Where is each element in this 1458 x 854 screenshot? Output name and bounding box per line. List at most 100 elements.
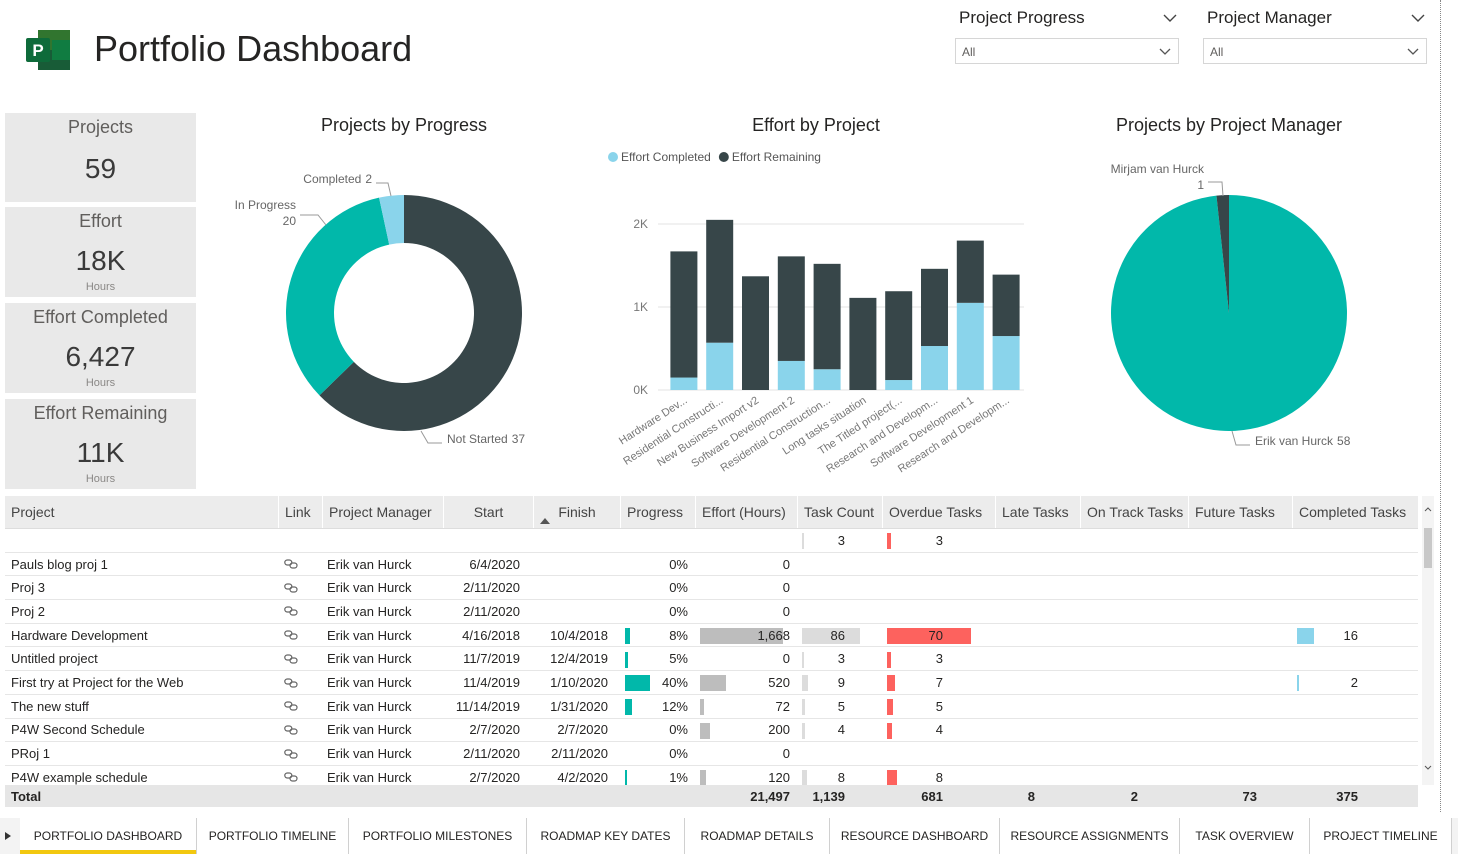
cell-text: 2/7/2020 <box>469 722 520 738</box>
link-icon[interactable] <box>284 677 298 688</box>
column-header[interactable]: Effort (Hours) <box>695 496 797 528</box>
cell-text: 16 <box>1343 627 1358 643</box>
leader-line <box>1208 181 1224 197</box>
table-cell: 8 <box>995 785 1080 807</box>
kpi-value: 11K <box>76 437 125 468</box>
table-cell <box>1292 648 1418 671</box>
column-header[interactable]: Project Manager <box>322 496 443 528</box>
filter-chevron[interactable] <box>1410 12 1426 24</box>
column-header[interactable]: Project <box>11 504 55 520</box>
cell-text: 3 <box>935 651 943 667</box>
table-cell: 4 <box>882 719 995 742</box>
pie-slice <box>379 195 404 245</box>
scrollbar <box>1422 496 1434 785</box>
scroll-arrows[interactable] <box>1422 504 1434 774</box>
page-tab[interactable]: ROADMAP DETAILS <box>685 818 830 854</box>
table-cell: 3 <box>797 529 882 552</box>
cell-text: 0 <box>782 746 790 762</box>
data-bar <box>887 533 891 549</box>
cell-text: 4/2/2020 <box>557 769 608 785</box>
data-bar <box>887 675 896 692</box>
table-cell: 5% <box>620 648 695 671</box>
cell-text: 9 <box>837 675 845 691</box>
table-cell <box>995 648 1080 671</box>
slice-value: 58 <box>1337 434 1351 448</box>
cell-text: 2/11/2020 <box>463 580 520 596</box>
table-cell: 2 <box>1080 785 1188 807</box>
data-bar <box>887 722 892 739</box>
page-tab[interactable]: PROJECT TIMELINE <box>1310 818 1452 854</box>
link-icon[interactable] <box>284 606 298 617</box>
kpi-unit: Hours <box>85 473 116 485</box>
cell-text: 10/4/2018 <box>550 627 608 643</box>
table-cell: 0 <box>695 553 797 576</box>
table-body: 3 3 Pauls blog proj 1 Erik van Hurck 6/4/202… <box>5 529 1418 785</box>
column-header[interactable]: Progress <box>620 496 695 528</box>
table-cell: 11/4/2019 <box>443 671 533 694</box>
cell-text: 2/7/2020 <box>557 722 608 738</box>
bar-segment <box>921 346 948 390</box>
table-cell: 0% <box>620 553 695 576</box>
tab-scroll[interactable] <box>4 831 12 841</box>
table-cell <box>533 600 620 623</box>
cell-text: 2/11/2020 <box>551 746 608 762</box>
column-header[interactable]: Overdue Tasks <box>882 496 995 528</box>
link-icon[interactable] <box>284 725 298 735</box>
table-cell: 4 <box>797 719 882 742</box>
link-icon[interactable] <box>284 654 298 664</box>
column-header[interactable]: Finish <box>533 496 620 528</box>
table-cell <box>1188 695 1292 718</box>
page-tab[interactable]: TASK OVERVIEW <box>1180 818 1310 854</box>
table-cell <box>797 576 882 599</box>
cell-text: 0% <box>669 722 688 738</box>
column-header[interactable]: On Track Tasks <box>1080 496 1188 528</box>
table-row: P4W example schedule Erik van Hurck 2/7/20… <box>5 766 1418 785</box>
scroll-thumb[interactable] <box>1424 528 1432 568</box>
column-header[interactable]: Start <box>443 496 533 528</box>
leader-line <box>420 430 442 444</box>
legend-label: Effort Completed <box>621 150 711 164</box>
column-header[interactable]: Late Tasks <box>995 496 1080 528</box>
cell-text: 0% <box>669 556 688 572</box>
column-header[interactable]: Future Tasks <box>1188 496 1292 528</box>
table-cell: 5 <box>797 695 882 718</box>
slice-value: 20 <box>283 214 297 228</box>
table-total: Total 21,497 1,139 681 8 2 73 375 <box>5 785 1418 807</box>
link-icon[interactable] <box>284 559 298 569</box>
column-header[interactable]: Completed Tasks <box>1292 496 1418 528</box>
table-cell: 40% <box>620 671 695 694</box>
table-cell: Erik van Hurck <box>322 719 443 742</box>
cell-text: Proj 3 <box>11 580 45 596</box>
page-tab[interactable]: ROADMAP KEY DATES <box>527 818 685 854</box>
page-tab[interactable]: PORTFOLIO MILESTONES <box>349 818 527 854</box>
page-tab[interactable]: RESOURCE DASHBOARD <box>830 818 1000 854</box>
table-cell <box>1292 719 1418 742</box>
page-tab[interactable]: PORTFOLIO TIMELINE <box>197 818 349 854</box>
page-tab[interactable]: RESOURCE ASSIGNMENTS <box>1000 818 1180 854</box>
link-icon[interactable] <box>284 749 298 759</box>
table-row: PRoj 1 Erik van Hurck 2/11/2020 2/11/2020 0%… <box>5 742 1418 766</box>
table-cell: First try at Project for the Web <box>5 671 278 694</box>
filter-dropdown[interactable]: All <box>1203 38 1427 64</box>
link-icon[interactable] <box>284 701 298 711</box>
table-cell: 4/2/2020 <box>533 766 620 785</box>
table-cell: Erik van Hurck <box>322 648 443 671</box>
data-bar <box>700 698 704 715</box>
table-cell: 12/4/2019 <box>533 648 620 671</box>
filter-dropdown[interactable]: All <box>955 38 1179 64</box>
link-icon[interactable] <box>284 772 298 782</box>
column-header[interactable]: Task Count <box>797 496 882 528</box>
slice-label: In Progress <box>235 198 296 212</box>
cell-text: Erik van Hurck <box>327 651 412 667</box>
page-tab[interactable]: PORTFOLIO DASHBOARD <box>20 818 197 854</box>
link-icon[interactable] <box>284 630 298 640</box>
filter-chevron[interactable] <box>1162 12 1178 24</box>
cell-text: Erik van Hurck <box>327 556 412 572</box>
table-cell: 10/4/2018 <box>533 624 620 647</box>
table-cell: 4/16/2018 <box>443 624 533 647</box>
link-icon[interactable] <box>284 583 298 593</box>
pie-slice <box>1216 195 1229 313</box>
column-header[interactable]: Link <box>278 496 322 528</box>
data-bar <box>700 722 710 739</box>
